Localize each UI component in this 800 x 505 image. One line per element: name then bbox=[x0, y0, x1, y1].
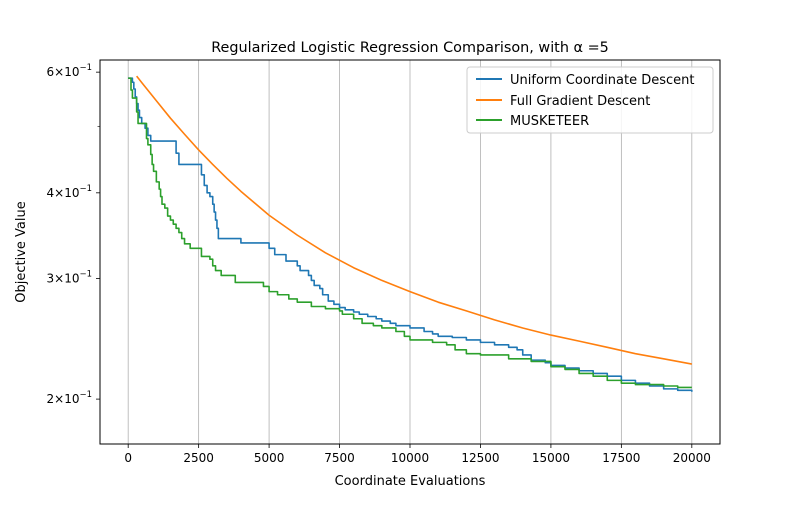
x-tick-label: 15000 bbox=[532, 451, 570, 465]
x-tick-label: 0 bbox=[124, 451, 132, 465]
legend-box bbox=[466, 66, 714, 134]
y-tick-label: 4×10−1 bbox=[47, 184, 93, 200]
x-tick-label: 5000 bbox=[254, 451, 285, 465]
x-tick-label: 2500 bbox=[183, 451, 214, 465]
series-layer bbox=[128, 75, 693, 392]
legend-label-uniform-coordinate-descent: Uniform Coordinate Descent bbox=[510, 73, 694, 88]
y-tick-label: 6×10−1 bbox=[47, 63, 93, 79]
x-axis-ticks: 0 2500 5000 7500 10000 12500 15000 17500 20000 bbox=[124, 444, 711, 465]
x-tick-label: 20000 bbox=[673, 451, 711, 465]
chart-title: Regularized Logistic Regression Comparis… bbox=[211, 40, 609, 56]
x-axis-label: Coordinate Evaluations bbox=[335, 474, 486, 489]
x-tick-label: 17500 bbox=[602, 451, 640, 465]
legend-label-musketeer: MUSKETEER bbox=[510, 114, 589, 129]
x-tick-label: 7500 bbox=[324, 451, 355, 465]
x-tick-label: 12500 bbox=[461, 451, 499, 465]
y-tick-label: 2×10−1 bbox=[47, 390, 93, 406]
series-line-full-gradient-descent bbox=[136, 75, 692, 365]
legend: Uniform Coordinate Descent Full Gradient… bbox=[466, 66, 714, 134]
y-axis-label: Objective Value bbox=[14, 201, 29, 302]
y-tick-label: 3×10−1 bbox=[47, 269, 93, 285]
x-tick-label: 10000 bbox=[391, 451, 429, 465]
y-axis-ticks: 6×10−1 4×10−1 3×10−1 2×10−1 bbox=[47, 63, 100, 406]
series-line-musketeer bbox=[128, 77, 692, 389]
legend-label-full-gradient-descent: Full Gradient Descent bbox=[510, 94, 650, 109]
